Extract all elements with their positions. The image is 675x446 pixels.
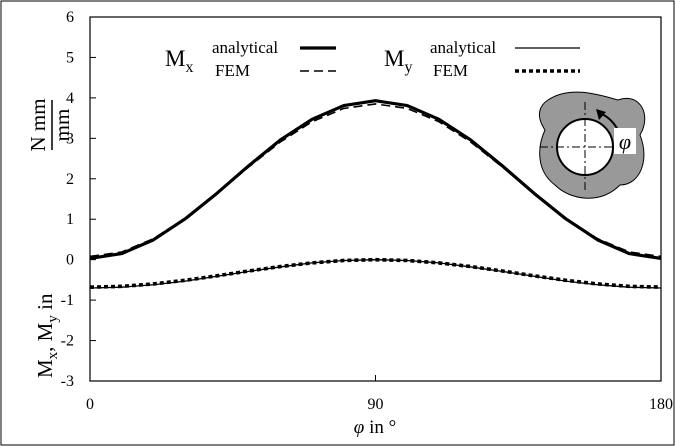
y-label-numerator: N mm — [26, 98, 50, 151]
legend-subscript: x — [185, 59, 193, 76]
y-tick-label: 3 — [66, 130, 74, 147]
x-tick-label: 0 — [86, 396, 94, 413]
series-line — [89, 259, 662, 289]
y-tick-label: -3 — [61, 373, 74, 390]
plot-area — [89, 16, 662, 382]
y-label-sub: y — [45, 315, 61, 323]
y-tick-label: -2 — [61, 333, 74, 350]
legend-label: FEM — [433, 61, 468, 80]
y-tick-label: 4 — [66, 90, 74, 107]
x-tick-label: 90 — [368, 396, 384, 413]
legend-symbol: M — [384, 46, 404, 71]
y-tick-label: 5 — [66, 49, 74, 66]
legend-subscript: y — [404, 59, 412, 76]
y-label-text: Mx, My in — [33, 293, 61, 378]
y-label-sub: x — [45, 351, 61, 359]
y-tick-label: 2 — [66, 171, 74, 188]
inset: φ — [538, 91, 646, 199]
inset-label: φ — [619, 129, 631, 154]
legend-label: FEM — [215, 61, 250, 80]
y-tick-label: -1 — [61, 292, 74, 309]
y-label-denominator: mm — [50, 109, 74, 142]
x-label-text: in ° — [369, 417, 396, 438]
y-label-part: M — [33, 359, 57, 378]
legend-group: Mx — [165, 46, 193, 76]
y-tick-label: 1 — [66, 211, 74, 228]
legend-symbol: M — [165, 46, 185, 71]
series-line — [89, 257, 662, 289]
y-tick-label: 6 — [66, 9, 74, 26]
series-line — [89, 103, 662, 258]
x-axis-label: φ in ° — [354, 417, 396, 438]
y-axis-label: Mx, My in N mm mm — [26, 98, 74, 378]
y-tick-label: 0 — [66, 252, 74, 269]
y-label-part: in — [33, 293, 57, 315]
y-label-part: , M — [33, 322, 57, 352]
x-tick-label: 180 — [649, 396, 673, 413]
legend-group: My — [384, 46, 412, 76]
legend-label: analytical — [430, 38, 496, 57]
x-label-symbol: φ — [354, 417, 365, 438]
legend-label: analytical — [212, 38, 278, 57]
